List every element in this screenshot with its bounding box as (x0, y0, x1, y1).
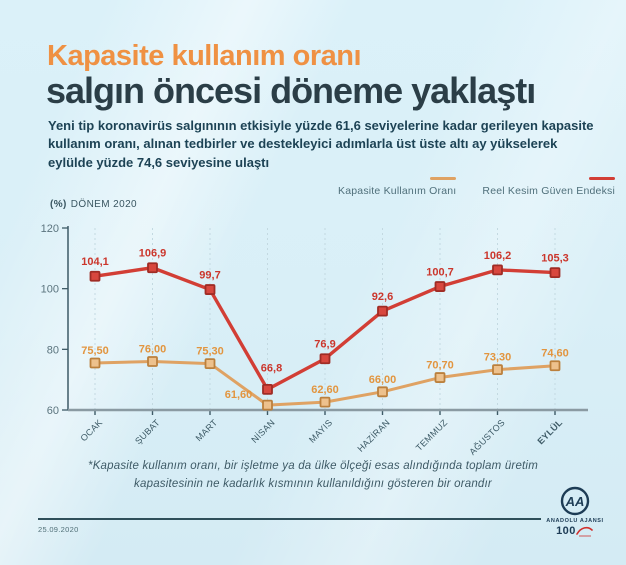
data-point-label: 62,60 (311, 384, 339, 396)
y-axis-caption: (%) DÖNEM 2020 (50, 199, 137, 210)
data-point-label: 104,1 (81, 256, 109, 268)
x-axis-label: AĞUSTOS (467, 417, 507, 457)
data-point-label: 66,8 (261, 362, 282, 374)
anniversary-number: 100 (556, 525, 576, 537)
data-point-label: 70,70 (426, 360, 454, 372)
y-axis-tick-label: 100 (41, 284, 59, 296)
x-axis-label: TEMMUZ (414, 417, 450, 453)
data-point-marker (549, 267, 561, 278)
data-point-marker (147, 262, 158, 274)
legend-swatch-orange-icon (430, 177, 457, 180)
data-point-marker (89, 270, 101, 282)
data-point-label: 76,00 (139, 343, 167, 355)
aa-monogram-icon: AA (560, 486, 590, 516)
data-point-marker (434, 281, 446, 292)
data-point-marker (204, 284, 216, 295)
anadolu-agency-logo: AA ANADOLU AJANSI 100 (543, 486, 607, 537)
legend-swatch-red-icon (589, 177, 616, 180)
data-point-label: 99,7 (199, 270, 220, 282)
y-axis-tick-label: 60 (47, 405, 59, 417)
data-point-marker (434, 372, 446, 383)
x-axis-label: NİSAN (249, 417, 277, 445)
legend-label: Kapasite Kullanım Oranı (338, 185, 457, 197)
data-point-label: 66,00 (369, 374, 397, 386)
data-point-marker (492, 364, 503, 376)
data-point-marker (492, 264, 503, 276)
data-point-label: 100,7 (426, 267, 454, 279)
publish-date: 25.09.2020 (38, 525, 79, 534)
data-point-marker (89, 357, 101, 369)
data-point-marker (319, 353, 331, 365)
subtitle: Yeni tip koronavirüs salgınının etkisiyl… (48, 118, 594, 170)
data-point-marker (319, 396, 331, 408)
y-axis-period: DÖNEM 2020 (70, 199, 138, 210)
data-point-label: 75,30 (196, 346, 224, 358)
x-axis-label: MAYIS (307, 417, 334, 444)
chart-legend: Kapasite Kullanım Oranı Reel Kesim Güven… (338, 177, 616, 197)
data-point-label: 74,60 (541, 348, 569, 360)
data-point-label: 92,6 (372, 291, 393, 303)
x-axis-label: MART (194, 417, 220, 443)
data-point-marker (262, 399, 273, 411)
y-axis-unit: (%) (50, 199, 67, 210)
legend-item-guven-endeksi: Reel Kesim Güven Endeksi (482, 177, 616, 197)
data-point-label: 73,30 (484, 352, 512, 364)
data-point-marker (377, 386, 388, 398)
y-axis-tick-label: 120 (41, 223, 59, 235)
y-axis-tick-label: 80 (47, 344, 59, 356)
data-point-marker (549, 360, 561, 372)
data-point-label: 61,60 (225, 389, 253, 401)
svg-text:AA: AA (565, 494, 585, 509)
data-point-label: 75,50 (81, 345, 109, 357)
title-accent: Kapasite kullanım oranı (47, 40, 362, 72)
data-point-marker (204, 358, 216, 369)
data-point-marker (147, 356, 158, 367)
line-chart: OCAK ŞUBAT MART NİSAN MAYIS HAZİRAN TEMMUZ AĞUS… (41, 223, 588, 457)
title-main: salgın öncesi döneme yaklaştı (46, 70, 536, 111)
data-point-marker (377, 305, 388, 317)
footer-divider (38, 518, 541, 520)
data-point-label: 106,9 (139, 248, 167, 260)
anniversary-mark: 100 (556, 525, 594, 537)
x-axis-label: ŞUBAT (133, 417, 162, 446)
data-point-marker (262, 383, 273, 395)
anniversary-swoosh-icon (576, 526, 593, 537)
footnote: *Kapasite kullanım oranı, bir işletme ya… (88, 460, 538, 490)
x-axis-label: OCAK (78, 417, 104, 443)
x-axis-label: EYLÜL (535, 417, 564, 446)
data-point-label: 76,9 (314, 339, 335, 351)
legend-item-kapasite: Kapasite Kullanım Oranı (338, 177, 457, 197)
data-point-label: 105,3 (541, 253, 569, 265)
data-point-label: 106,2 (484, 250, 512, 262)
agency-name: ANADOLU AJANSI (546, 518, 604, 524)
legend-label: Reel Kesim Güven Endeksi (482, 185, 616, 197)
x-axis-label: HAZİRAN (355, 417, 391, 453)
